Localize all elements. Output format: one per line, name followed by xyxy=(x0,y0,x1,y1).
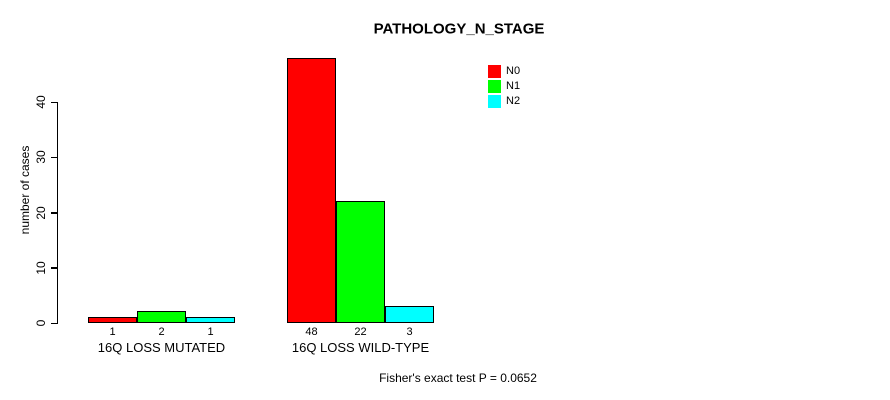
legend-row-N1: N1 xyxy=(488,79,520,94)
category-label: 16Q LOSS WILD-TYPE xyxy=(291,340,430,355)
y-axis-line xyxy=(56,101,59,324)
y-tick xyxy=(50,212,58,214)
stat-annotation: Fisher's exact test P = 0.0652 xyxy=(379,371,537,385)
y-tick-label: 30 xyxy=(34,150,48,165)
legend-swatch-N2 xyxy=(488,95,501,108)
bar-N1-group1 xyxy=(137,311,186,324)
legend-label: N1 xyxy=(506,80,521,92)
category-label: 16Q LOSS MUTATED xyxy=(97,340,226,355)
legend-swatch-N0 xyxy=(488,65,501,78)
y-tick xyxy=(50,156,58,159)
bar-N2-group2 xyxy=(385,305,434,324)
legend-swatch-N1 xyxy=(488,80,501,93)
legend: N0 N1 N2 xyxy=(488,64,520,109)
bar-value-label: 2 xyxy=(158,326,165,338)
y-tick xyxy=(50,322,58,324)
legend-row-N2: N2 xyxy=(488,94,520,109)
bar-N0-group1 xyxy=(88,316,137,324)
y-tick-label: 40 xyxy=(34,95,48,109)
bar-value-label: 3 xyxy=(406,326,413,338)
bar-N2-group1 xyxy=(186,316,235,324)
y-tick-label: 10 xyxy=(34,261,48,275)
chart-title: PATHOLOGY_N_STAGE xyxy=(373,20,545,38)
y-tick-label: 0 xyxy=(34,319,48,327)
legend-label: N2 xyxy=(506,95,521,107)
bar-N1-group2 xyxy=(336,201,385,324)
y-tick-label: 20 xyxy=(34,205,48,220)
bar-value-label: 1 xyxy=(207,326,214,338)
bar-value-label: 22 xyxy=(354,326,367,338)
y-axis-label: number of cases xyxy=(18,145,32,235)
y-tick xyxy=(50,267,58,269)
legend-label: N0 xyxy=(506,65,521,77)
y-tick xyxy=(50,101,58,104)
bar-N0-group2 xyxy=(287,57,336,324)
bar-value-label: 1 xyxy=(109,326,116,338)
legend-row-N0: N0 xyxy=(488,64,520,79)
bar-value-label: 48 xyxy=(305,326,318,338)
